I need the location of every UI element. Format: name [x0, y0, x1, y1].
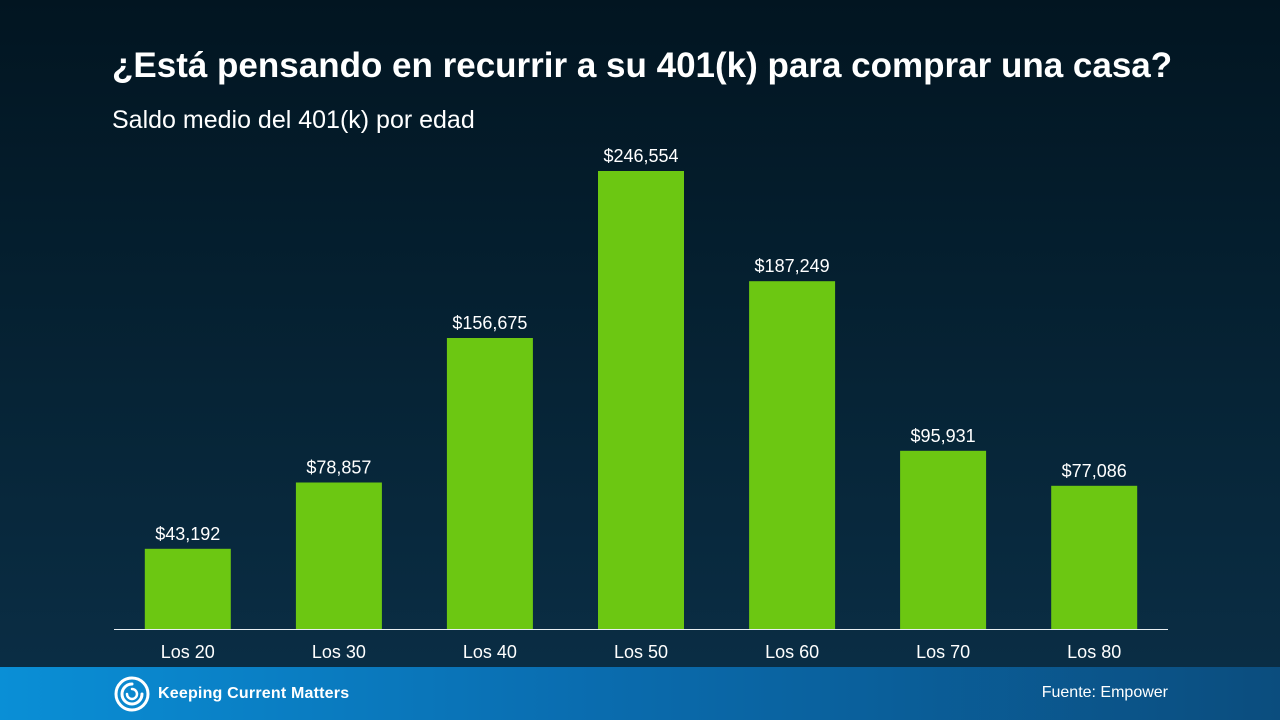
bar-los-70 [900, 450, 987, 629]
bar-los-60 [749, 281, 836, 629]
x-tick-label: Los 30 [312, 642, 366, 662]
footer-band: Keeping Current Matters Fuente: Empower [0, 667, 1280, 720]
x-tick-label: Los 50 [614, 642, 668, 662]
bar-los-40 [446, 338, 533, 629]
bar-los-80 [1051, 485, 1138, 629]
source-note: Fuente: Empower [1041, 684, 1168, 701]
data-label: $246,554 [603, 146, 678, 166]
data-label: $43,192 [155, 524, 220, 544]
x-tick-label: Los 70 [916, 642, 970, 662]
x-tick-label: Los 40 [463, 642, 517, 662]
bar-los-50 [598, 171, 684, 629]
x-tick-label: Los 60 [765, 642, 819, 662]
x-tick-label: Los 20 [161, 642, 215, 662]
swirl-logo-icon [114, 676, 150, 712]
bar-chart: $43,192 Los 20 $78,857 Los 30 $156,675 Los 40… [114, 146, 1168, 662]
bar-los-30 [295, 482, 382, 629]
data-label: $77,086 [1062, 461, 1127, 481]
data-label: $95,931 [911, 426, 976, 446]
bar-los-20 [144, 548, 231, 629]
data-label: $187,249 [755, 256, 830, 276]
brand-logo: Keeping Current Matters [114, 676, 349, 712]
x-tick-label: Los 80 [1067, 642, 1121, 662]
slide-title: ¿Está pensando en recurrir a su 401(k) p… [112, 46, 1173, 85]
data-label: $78,857 [306, 458, 371, 478]
data-label: $156,675 [452, 313, 527, 333]
brand-name: Keeping Current Matters [158, 685, 350, 702]
chart-subtitle: Saldo medio del 401(k) por edad [112, 106, 475, 134]
